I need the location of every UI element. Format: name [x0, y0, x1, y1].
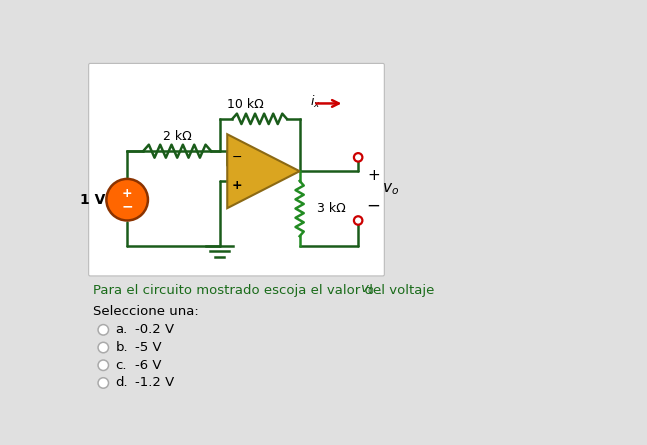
Text: −: −: [232, 151, 243, 164]
Text: $v_o$: $v_o$: [382, 181, 399, 197]
Text: -6 V: -6 V: [135, 359, 161, 372]
Text: 1 V: 1 V: [80, 193, 105, 206]
Text: -1.2 V: -1.2 V: [135, 376, 174, 389]
FancyBboxPatch shape: [89, 63, 384, 276]
Circle shape: [98, 378, 109, 388]
Polygon shape: [227, 134, 300, 208]
Text: c.: c.: [116, 359, 127, 372]
Text: 10 kΩ: 10 kΩ: [227, 98, 264, 111]
Circle shape: [354, 216, 362, 225]
Text: +: +: [367, 168, 380, 182]
Text: −: −: [122, 200, 133, 214]
Text: b.: b.: [116, 341, 128, 354]
Text: -0.2 V: -0.2 V: [135, 324, 174, 336]
Circle shape: [98, 360, 109, 371]
Text: +: +: [232, 178, 243, 191]
Circle shape: [98, 342, 109, 353]
Text: Para el circuito mostrado escoja el valor del voltaje: Para el circuito mostrado escoja el valo…: [93, 284, 438, 297]
Text: Seleccione una:: Seleccione una:: [93, 305, 198, 318]
Text: −: −: [367, 197, 380, 215]
Circle shape: [98, 324, 109, 335]
Text: d.: d.: [116, 376, 128, 389]
Circle shape: [106, 179, 148, 220]
Text: -5 V: -5 V: [135, 341, 162, 354]
Text: +: +: [122, 187, 133, 200]
Text: a.: a.: [116, 324, 128, 336]
Text: 2 kΩ: 2 kΩ: [163, 130, 192, 143]
Text: .: .: [377, 284, 382, 297]
Text: $v_0$: $v_0$: [360, 284, 375, 297]
Text: $i_x$: $i_x$: [310, 94, 320, 110]
Text: 3 kΩ: 3 kΩ: [316, 202, 345, 215]
Circle shape: [354, 153, 362, 162]
